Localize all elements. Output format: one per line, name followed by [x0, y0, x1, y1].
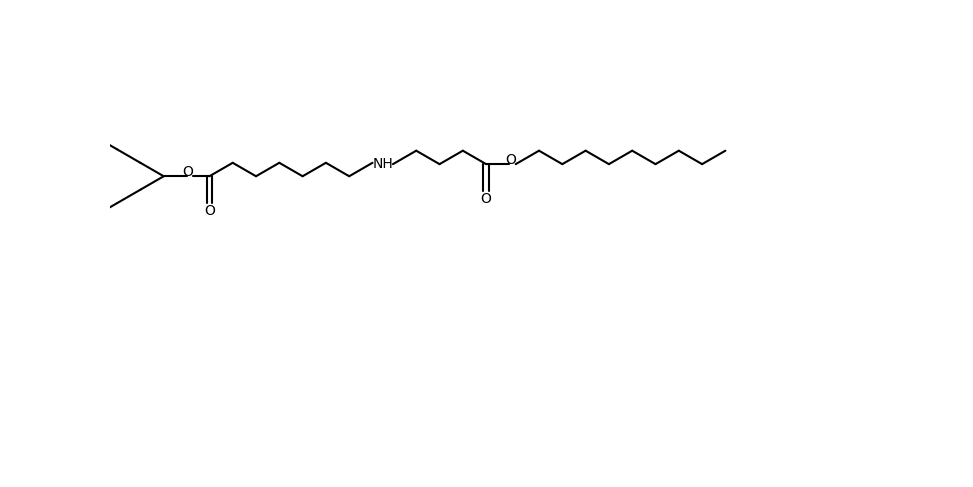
Text: NH: NH [373, 157, 393, 171]
Text: O: O [183, 165, 194, 179]
Text: O: O [505, 153, 516, 167]
Text: O: O [204, 204, 215, 218]
Text: O: O [481, 192, 491, 206]
